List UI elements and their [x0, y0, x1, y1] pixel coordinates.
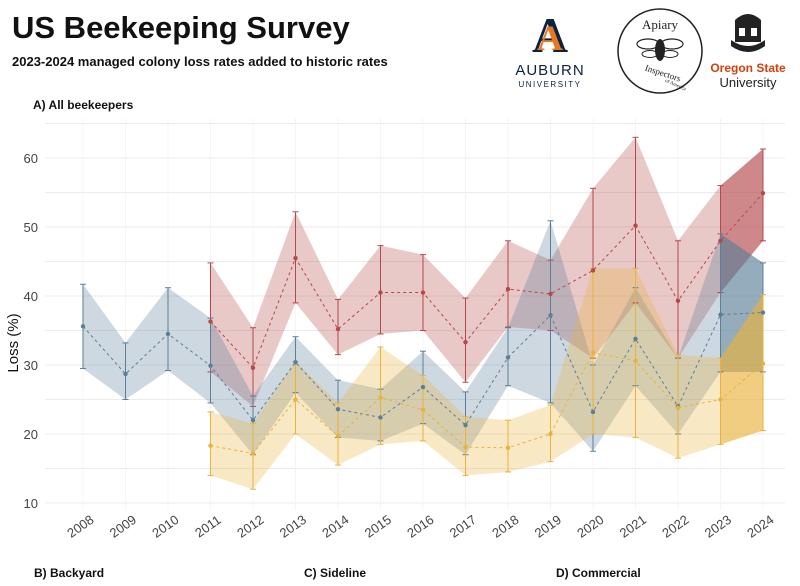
panel-label-d: D) Commercial	[556, 566, 641, 580]
point-series-2	[548, 313, 553, 318]
panel-label-b: B) Backyard	[34, 566, 105, 580]
x-tick-label: 2022	[659, 512, 691, 541]
point-series-1	[633, 223, 638, 228]
auburn-logo-name: AUBURN	[515, 62, 584, 79]
x-tick-label: 2011	[192, 512, 224, 540]
point-series-2	[760, 310, 766, 315]
y-axis-ticks: 10 20 30 40 50 60	[24, 151, 38, 511]
apiary-logo-name: Apiary	[642, 17, 679, 32]
x-tick-label: 2018	[489, 512, 521, 541]
y-tick-label: 30	[24, 358, 38, 373]
band-series-1	[210, 137, 763, 407]
x-tick-label: 2016	[404, 512, 436, 541]
point-series-1	[718, 238, 723, 243]
y-tick-label: 50	[24, 220, 38, 235]
point-series-2	[378, 415, 383, 420]
band-latest-series-3	[720, 294, 763, 445]
point-series-3	[420, 407, 426, 413]
x-tick-label: 2012	[234, 512, 266, 541]
apiary-inspectors-logo: Apiary Inspectors of America	[617, 8, 703, 94]
point-series-3	[463, 444, 468, 450]
band-series-3	[210, 268, 763, 490]
y-tick-label: 20	[24, 427, 38, 442]
point-series-3	[293, 397, 298, 402]
point-series-1	[675, 298, 681, 304]
y-tick-label: 10	[24, 496, 38, 511]
point-series-3	[378, 395, 383, 400]
point-series-2	[250, 418, 256, 423]
svg-text:A: A	[532, 7, 568, 63]
line-series-1	[210, 192, 764, 369]
point-series-3	[250, 451, 256, 456]
point-series-3	[718, 397, 723, 402]
y-tick-label: 40	[24, 289, 38, 304]
point-series-1	[208, 319, 213, 324]
oregon-logo-name: Oregon State	[710, 61, 786, 75]
x-tick-label: 2010	[149, 512, 181, 541]
point-series-1	[463, 340, 468, 345]
panel-label-a: A) All beekeepers	[33, 98, 134, 112]
point-series-3	[633, 358, 638, 364]
x-tick-label: 2024	[744, 512, 776, 541]
auburn-logo: A A AUBURN UNIVERSITY	[515, 7, 584, 89]
point-series-2	[80, 324, 86, 329]
x-tick-label: 2015	[362, 512, 394, 541]
point-series-1	[420, 290, 426, 295]
y-axis-label: Loss (%)	[5, 313, 22, 372]
point-series-3	[590, 350, 596, 355]
point-series-2	[420, 384, 426, 390]
point-series-1	[378, 290, 383, 295]
data-points	[80, 190, 766, 456]
point-series-2	[463, 422, 468, 428]
x-tick-label: 2014	[319, 512, 351, 541]
point-series-2	[505, 355, 511, 360]
x-tick-label: 2013	[277, 512, 309, 541]
chart-subtitle: 2023-2024 managed colony loss rates adde…	[12, 54, 388, 69]
point-series-3	[760, 361, 766, 366]
oregon-state-logo: Oregon State University	[710, 14, 786, 90]
point-series-3	[675, 405, 681, 410]
point-series-3	[548, 431, 553, 437]
point-series-3	[335, 433, 341, 439]
point-series-1	[335, 326, 341, 332]
point-series-2	[293, 360, 298, 365]
x-tick-label: 2021	[617, 512, 649, 541]
point-series-1	[293, 255, 298, 261]
point-series-2	[633, 336, 638, 341]
x-tick-label: 2017	[447, 512, 479, 541]
point-series-2	[123, 371, 128, 377]
logo-group: A A AUBURN UNIVERSITY Apiary Inspectors …	[515, 7, 786, 94]
point-series-3	[208, 443, 213, 448]
point-series-1	[548, 291, 553, 297]
chart-title: US Beekeeping Survey	[12, 10, 350, 45]
point-series-1	[505, 286, 511, 292]
point-series-1	[590, 268, 596, 273]
svg-text:A: A	[537, 18, 563, 58]
x-tick-label: 2019	[532, 512, 564, 541]
oregon-logo-sub: University	[719, 75, 777, 90]
point-series-3	[505, 445, 511, 450]
point-series-2	[335, 406, 341, 412]
line-series-3	[210, 352, 764, 454]
point-series-2	[208, 363, 213, 368]
x-tick-label: 2020	[574, 512, 606, 541]
panel-label-c: C) Sideline	[304, 566, 367, 580]
x-tick-label: 2008	[64, 512, 96, 541]
point-series-1	[760, 190, 766, 196]
x-tick-label: 2023	[702, 512, 734, 541]
point-series-2	[165, 331, 171, 337]
point-series-2	[590, 409, 596, 415]
point-series-1	[250, 365, 256, 370]
point-series-2	[718, 312, 723, 317]
x-axis-ticks: 2008 2009 2010 2011 2012 2013 2014 2015 2016 2017…	[64, 512, 776, 541]
loss-rate-chart: 10 20 30 40 50 60 2008 2009 2010 2011 2012 2013 201…	[5, 118, 785, 541]
auburn-logo-sub: UNIVERSITY	[518, 80, 581, 89]
y-tick-label: 60	[24, 151, 38, 166]
x-tick-label: 2009	[107, 512, 139, 541]
